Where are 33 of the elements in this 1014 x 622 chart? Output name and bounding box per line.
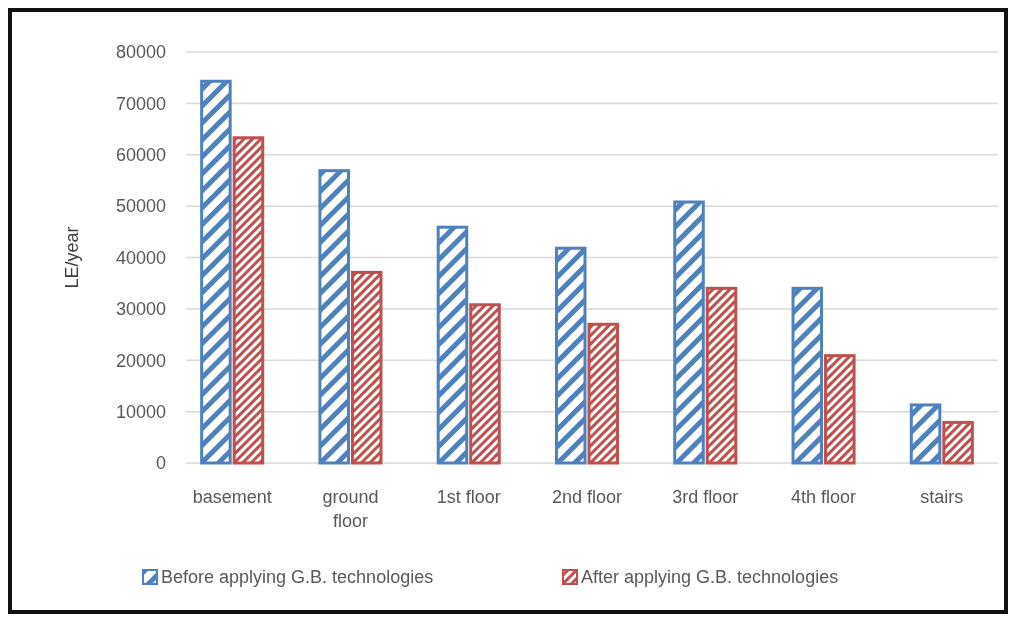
x-tick-label: 1st floor bbox=[436, 487, 501, 507]
x-tick-label: basement bbox=[192, 487, 272, 507]
bar bbox=[705, 286, 738, 465]
bar bbox=[673, 200, 705, 465]
x-tick-label: 2nd floor bbox=[551, 487, 623, 507]
bar bbox=[436, 225, 469, 465]
bar bbox=[469, 303, 501, 465]
bar bbox=[942, 420, 974, 465]
y-tick-label: 20000 bbox=[115, 350, 166, 371]
bar bbox=[200, 79, 232, 465]
x-tick-label: ground floor bbox=[322, 487, 379, 531]
legend-label: Before applying G.B. technologies bbox=[161, 567, 434, 587]
x-tick-label: 3rd floor bbox=[672, 487, 739, 507]
y-tick-label: 30000 bbox=[115, 299, 166, 320]
bar bbox=[909, 403, 942, 465]
y-tick-label: 80000 bbox=[115, 42, 166, 63]
y-tick-label: 10000 bbox=[115, 401, 166, 422]
legend-label: After applying G.B. technologies bbox=[581, 567, 839, 587]
y-tick-label: 0 bbox=[155, 453, 166, 474]
y-axis-title: LE/year bbox=[62, 226, 82, 289]
bar bbox=[318, 169, 350, 465]
y-tick-label: 70000 bbox=[115, 93, 166, 114]
bar bbox=[587, 322, 620, 465]
x-tick-label: stairs bbox=[920, 487, 964, 507]
y-tick-label: 40000 bbox=[115, 247, 166, 268]
bar bbox=[554, 246, 587, 465]
y-tick-label: 50000 bbox=[115, 196, 166, 217]
bar bbox=[232, 136, 265, 465]
bar bbox=[824, 354, 856, 465]
bar bbox=[350, 270, 383, 465]
bar bbox=[791, 286, 824, 465]
x-tick-label: 4th floor bbox=[791, 487, 857, 507]
y-tick-label: 60000 bbox=[115, 145, 166, 166]
